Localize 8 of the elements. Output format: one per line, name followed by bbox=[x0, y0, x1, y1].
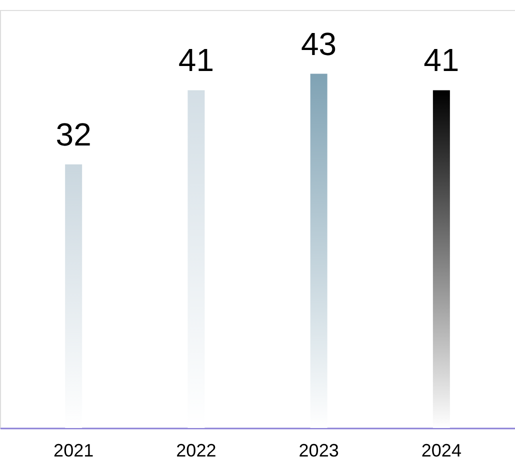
data-label: 32 bbox=[56, 116, 92, 152]
x-tick-label: 2021 bbox=[54, 440, 94, 460]
x-tick-label: 2024 bbox=[421, 440, 462, 460]
data-label: 41 bbox=[178, 42, 214, 78]
data-label: 43 bbox=[301, 26, 337, 62]
x-tick-label: 2023 bbox=[298, 440, 339, 460]
x-tick-label: 2022 bbox=[176, 440, 216, 460]
data-label: 41 bbox=[424, 42, 460, 78]
